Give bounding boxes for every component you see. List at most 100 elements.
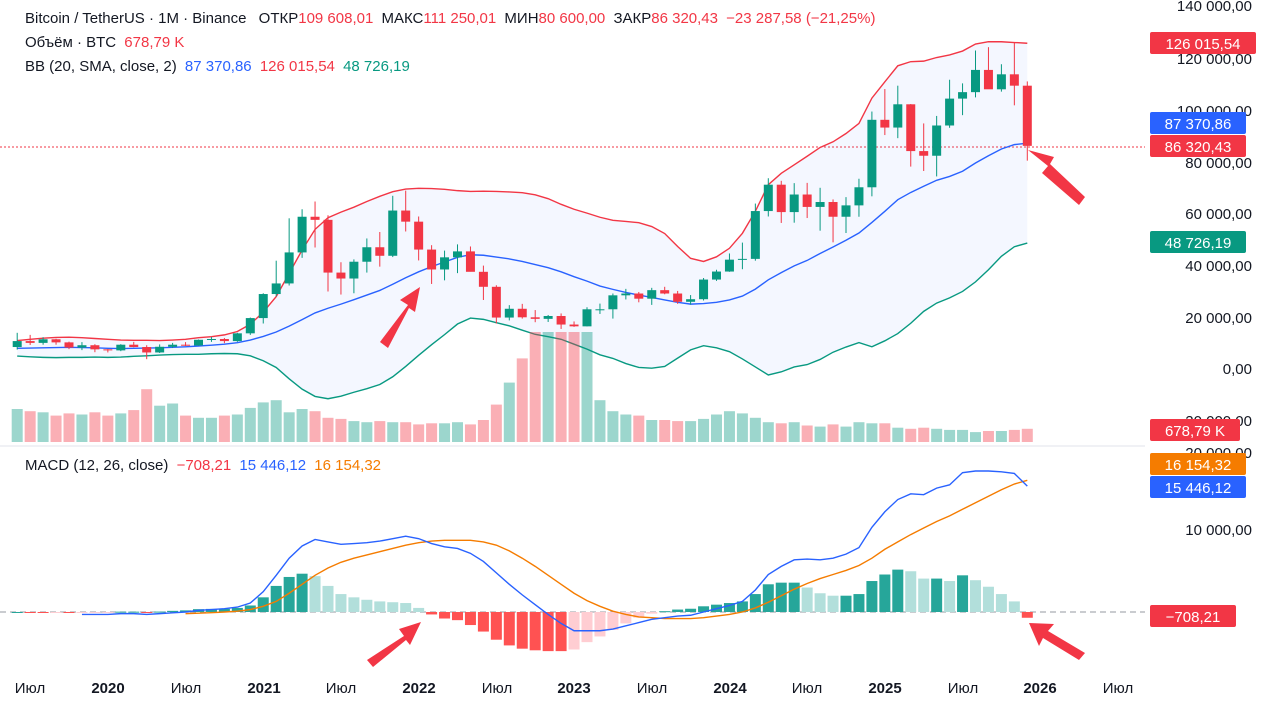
volume-bar bbox=[749, 417, 761, 442]
candle-body bbox=[38, 339, 48, 343]
volume-bar bbox=[982, 431, 994, 442]
macd-histogram-bar bbox=[879, 574, 891, 612]
candle-body bbox=[297, 216, 307, 253]
candle-body bbox=[414, 221, 424, 250]
volume-label: Объём · BTC bbox=[25, 34, 117, 51]
close-value: 86 320,43 bbox=[651, 10, 718, 27]
macd-histogram-bar bbox=[464, 612, 476, 626]
macd-histogram-bar bbox=[361, 599, 373, 612]
bollinger-bands bbox=[17, 41, 1028, 400]
macd-histogram-bar bbox=[296, 573, 308, 612]
volume-bar bbox=[788, 422, 800, 442]
volume-bar bbox=[257, 402, 269, 442]
candle-body bbox=[686, 299, 696, 302]
volume-bar bbox=[63, 413, 75, 442]
macd-histogram-bar bbox=[633, 612, 645, 618]
candle-body bbox=[310, 216, 320, 220]
volume-bar bbox=[775, 423, 787, 442]
macd-histogram-bar bbox=[37, 612, 49, 613]
candle-body bbox=[971, 69, 980, 93]
candle-body bbox=[440, 257, 450, 270]
candle-body bbox=[543, 316, 553, 319]
volume-bar bbox=[335, 418, 347, 442]
open-value: 109 608,01 bbox=[298, 10, 374, 27]
volume-bar bbox=[970, 432, 981, 442]
volume-legend[interactable]: Объём · BTC 678,79 K bbox=[25, 34, 188, 51]
macd-histogram-bar bbox=[749, 594, 761, 612]
volume-tag: 678,79 K bbox=[1150, 419, 1240, 441]
macd-histogram-bar bbox=[542, 612, 554, 652]
volume-bar bbox=[180, 415, 192, 442]
bb-legend[interactable]: BB (20, SMA, close, 2) 87 370,86 126 015… bbox=[25, 58, 414, 75]
macd-legend[interactable]: MACD (12, 26, close) −708,21 15 446,12 1… bbox=[25, 457, 385, 474]
time-axis[interactable]: Июл 2020 Июл 2021 Июл 2022 Июл 2023 Июл … bbox=[15, 680, 1133, 697]
basis-tag: 87 370,86 bbox=[1150, 112, 1246, 134]
volume-bar bbox=[503, 382, 515, 442]
macd-signal-line bbox=[185, 479, 1028, 620]
price-tick: 40 000,00 bbox=[1185, 258, 1252, 275]
macd-histogram-bar bbox=[115, 611, 127, 613]
time-tick: 2025 bbox=[868, 680, 901, 697]
volume-bar bbox=[374, 421, 386, 442]
macd-histogram-bar bbox=[413, 607, 425, 612]
time-tick: 2021 bbox=[247, 680, 280, 697]
time-tick: Июл bbox=[792, 680, 822, 697]
volume-bar bbox=[115, 413, 127, 442]
candle-body bbox=[478, 271, 488, 287]
volume-bar bbox=[322, 417, 334, 442]
volume-bar bbox=[944, 429, 956, 442]
candle-body bbox=[401, 210, 411, 222]
volume-bar bbox=[581, 332, 593, 442]
macd-histogram-bar bbox=[348, 597, 360, 612]
macd-histogram-bar bbox=[503, 612, 515, 646]
price-tick: 60 000,00 bbox=[1185, 206, 1252, 223]
bb-lower-line bbox=[17, 242, 1028, 400]
signal-tag: 16 154,32 bbox=[1150, 453, 1246, 475]
candle-body bbox=[232, 333, 242, 342]
volume-bar bbox=[154, 405, 166, 442]
volume-bar bbox=[698, 418, 710, 442]
candle-body bbox=[206, 339, 216, 341]
volume-bar bbox=[957, 429, 969, 442]
bb-lower-value: 48 726,19 bbox=[343, 58, 410, 75]
macd-histogram-bar bbox=[490, 612, 502, 640]
macd-tag: 15 446,12 bbox=[1150, 476, 1246, 498]
symbol-legend[interactable]: Bitcoin / TetherUS · 1M · Binance ОТКР10… bbox=[25, 10, 879, 27]
macd-histogram-bar bbox=[180, 610, 192, 612]
volume-bar bbox=[128, 410, 140, 442]
volume-bar bbox=[205, 417, 217, 442]
macd-histogram-bar bbox=[698, 606, 710, 612]
bb-label: BB (20, SMA, close, 2) bbox=[25, 58, 177, 75]
macd-histogram-bar bbox=[76, 612, 88, 613]
svg-text:678,79 K: 678,79 K bbox=[1165, 423, 1225, 440]
symbol-title: Bitcoin / TetherUS · 1M · Binance bbox=[25, 10, 247, 27]
candle-body bbox=[854, 187, 864, 206]
candle-body bbox=[323, 219, 333, 273]
time-tick: Июл bbox=[482, 680, 512, 697]
candle-body bbox=[763, 184, 773, 212]
candle-body bbox=[945, 98, 955, 126]
volume-bar bbox=[218, 415, 230, 442]
volume-bar bbox=[931, 428, 943, 442]
candle-body bbox=[815, 202, 825, 207]
macd-histogram-bar bbox=[775, 582, 787, 612]
volume-bar bbox=[866, 423, 878, 442]
candle-body bbox=[271, 283, 281, 295]
macd-histogram-bar bbox=[594, 612, 606, 637]
candle-body bbox=[802, 194, 812, 207]
volume-bar bbox=[879, 423, 891, 442]
macd-histogram-bar bbox=[477, 612, 489, 632]
volume-bar bbox=[827, 424, 839, 442]
macd-tick: 10 000,00 bbox=[1185, 522, 1252, 539]
macd-histogram-bar bbox=[840, 595, 852, 612]
candle-body bbox=[699, 279, 709, 300]
volume-bar bbox=[568, 332, 580, 442]
candle-body bbox=[336, 272, 346, 279]
volume-bar bbox=[542, 332, 554, 442]
high-label: МАКС bbox=[381, 10, 424, 27]
volume-bar bbox=[762, 422, 774, 442]
candle-body bbox=[608, 295, 618, 310]
candle-body bbox=[958, 92, 968, 99]
candle-body bbox=[893, 104, 903, 128]
